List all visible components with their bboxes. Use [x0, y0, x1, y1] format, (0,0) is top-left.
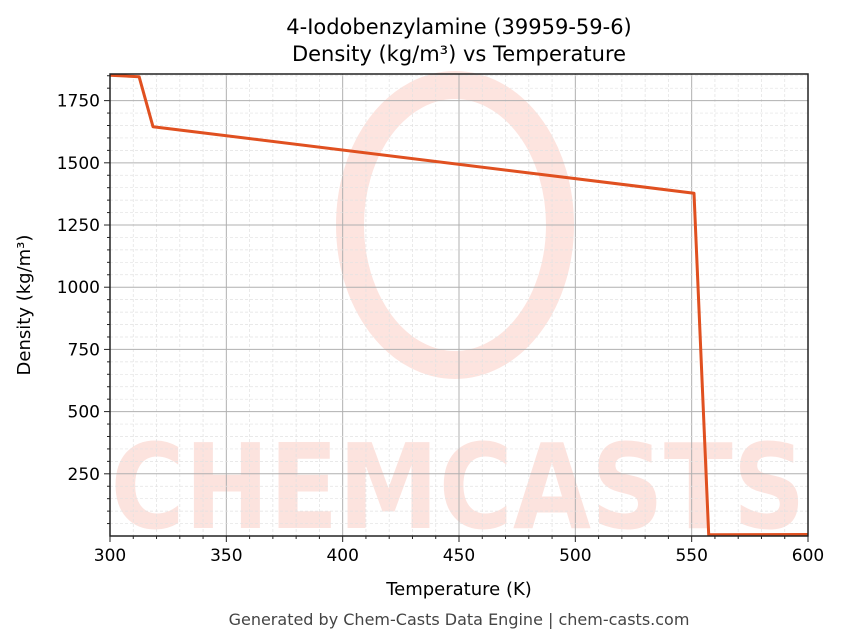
x-axis-label: Temperature (K)	[385, 579, 532, 600]
density-series-line	[109, 73, 809, 537]
y-tick-label: 750	[68, 340, 100, 360]
x-tick-label: 300	[94, 546, 126, 566]
chemcasts-watermark: CHEMCASTS	[111, 71, 806, 556]
chart-subtitle: Density (kg/m³) vs Temperature	[292, 42, 626, 66]
y-tick-label: 500	[68, 403, 100, 423]
x-tick-label: 450	[443, 546, 475, 566]
x-tick-label: 350	[210, 546, 242, 566]
y-tick-label: 1750	[57, 92, 100, 112]
x-tick-label: 600	[792, 546, 824, 566]
y-tick-label: 1250	[57, 216, 100, 236]
x-tick-label: 500	[559, 546, 591, 566]
x-tick-label: 400	[326, 546, 358, 566]
plot-frame	[109, 73, 809, 537]
y-tick-label: 1500	[57, 154, 100, 174]
y-tick-label: 250	[68, 465, 100, 485]
footer-credit: Generated by Chem-Casts Data Engine | ch…	[229, 610, 690, 629]
y-tick-label: 1000	[57, 278, 100, 298]
x-tick-label: 550	[675, 546, 707, 566]
y-axis-label: Density (kg/m³)	[14, 235, 35, 376]
chart-title: 4-Iodobenzylamine (39959-59-6)	[286, 15, 632, 39]
